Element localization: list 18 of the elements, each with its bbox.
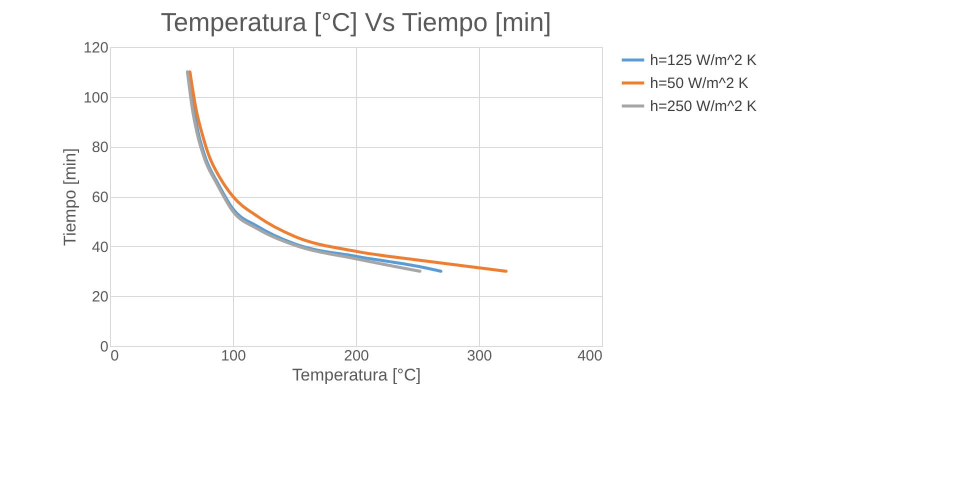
x-tick-label: 100	[220, 348, 246, 364]
x-tick-label: 200	[344, 348, 370, 364]
legend-label: h=50 W/m^2 K	[650, 75, 748, 92]
legend-label: h=125 W/m^2 K	[650, 52, 757, 69]
y-tick-label: 100	[83, 89, 108, 106]
legend-label: h=250 W/m^2 K	[650, 98, 757, 115]
x-tick-label: 300	[466, 348, 492, 364]
y-tick-label: 80	[92, 139, 108, 156]
y-axis-title: Tiempo [min]	[60, 148, 80, 246]
chart-title: Temperatura [°C] Vs Tiempo [min]	[160, 7, 552, 37]
y-tick-label: 60	[92, 189, 108, 206]
y-tick-label: 20	[92, 288, 108, 306]
y-tick-label: 120	[83, 40, 108, 56]
x-tick-label: 0	[110, 348, 119, 364]
x-tick-label: 400	[577, 348, 602, 364]
y-tick-label: 40	[92, 238, 108, 256]
x-axis-title: Temperatura [°C]	[292, 366, 421, 384]
line-series	[188, 70, 508, 273]
